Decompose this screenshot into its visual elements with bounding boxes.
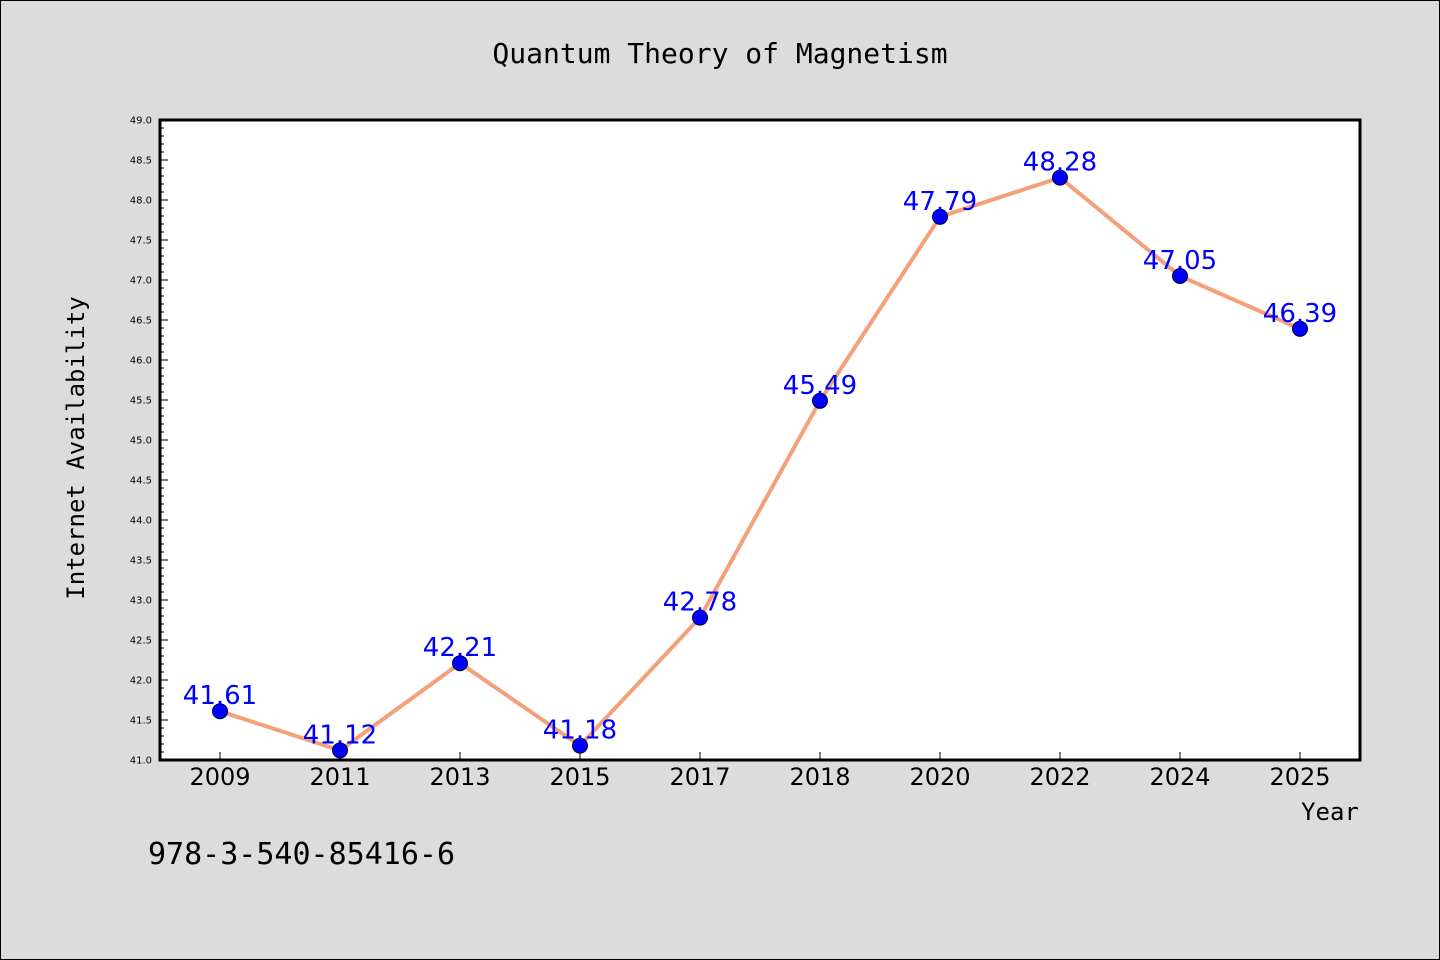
x-tick-label: 2011 [309,763,370,791]
data-point-marker [1172,268,1188,284]
y-tick-label: 46.0 [130,356,152,367]
x-tick-label: 2015 [549,763,610,791]
y-axis-label: Internet Availability [62,296,90,599]
y-tick-label: 45.0 [130,436,152,447]
data-point-marker [1052,169,1068,186]
series-markers [212,169,1308,759]
x-axis: 2009 2011 2013 2015 2017 2018 2020 2022 2024 2025 [189,752,1331,791]
data-value-label: 45.49 [783,371,857,401]
x-tick-label: 2013 [429,763,490,791]
data-labels: 41.61 41.12 42.21 41.18 42.78 45.49 47.79 48.28… [183,148,1337,751]
x-tick-label: 2025 [1269,763,1330,791]
data-point-marker [452,655,468,672]
y-tick-label: 44.5 [130,476,152,487]
x-tick-label: 2022 [1029,763,1090,791]
y-tick-label: 48.0 [130,196,152,207]
data-point-marker [212,703,228,720]
data-value-label: 47.05 [1143,246,1217,276]
data-point-marker [812,392,828,409]
x-tick-label: 2020 [909,763,970,791]
y-tick-label: 46.5 [130,316,152,327]
data-point-marker [1292,320,1308,337]
data-value-label: 42.78 [663,588,737,618]
y-tick-label: 44.0 [130,516,152,527]
y-tick-label: 45.5 [130,396,152,407]
footnote-isbn: 978-3-540-85416-6 [148,837,455,872]
x-tick-label: 2009 [189,763,250,791]
data-point-marker [572,737,588,754]
x-tick-label: 2018 [789,763,850,791]
data-point-marker [932,208,948,225]
y-tick-label: 41.5 [130,716,152,727]
y-tick-label: 42.0 [130,676,152,687]
y-tick-label: 43.5 [130,556,152,567]
y-tick-label: 48.5 [130,156,152,167]
data-point-marker [332,742,348,759]
y-tick-label: 42.5 [130,636,152,647]
data-value-label: 41.61 [183,681,257,711]
data-value-label: 47.79 [903,187,977,217]
data-value-label: 48.28 [1023,148,1097,178]
y-tick-label: 41.0 [130,756,152,767]
series-line [219,175,1301,753]
x-tick-label: 2017 [669,763,730,791]
data-value-label: 46.39 [1263,299,1337,329]
data-value-label: 42.21 [423,633,497,663]
y-axis: 41.0 41.5 42.0 42.5 43.0 43.5 44.0 44.5 45.0 45.5… [130,116,168,767]
data-value-label: 41.12 [303,720,377,750]
plot-area [158,118,1362,762]
data-value-label: 41.18 [543,716,617,746]
data-point-marker [692,609,708,626]
x-tick-label: 2024 [1149,763,1210,791]
y-tick-label: 47.0 [130,276,152,287]
y-tick-label: 43.0 [130,596,152,607]
x-axis-label: Year [1301,798,1359,826]
chart-title: Quantum Theory of Magnetism [492,37,947,70]
y-tick-label: 47.5 [130,236,152,247]
y-tick-label: 49.0 [130,116,152,127]
